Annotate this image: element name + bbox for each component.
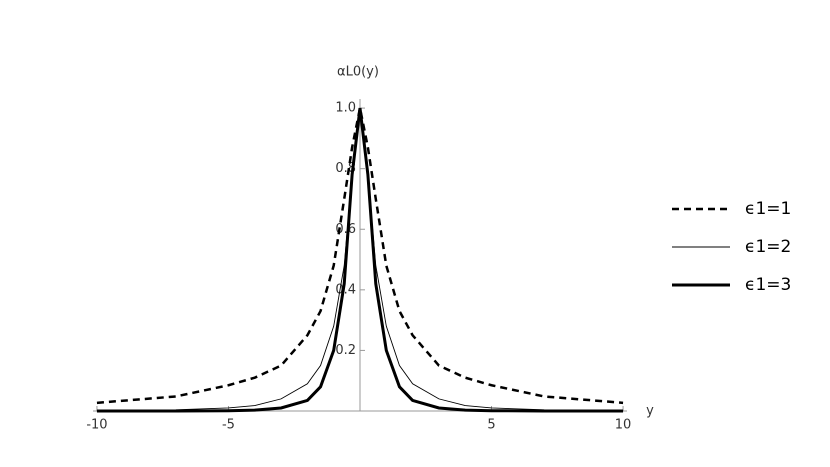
series-line [96,107,624,413]
x-tick-label: 5 [487,418,495,433]
legend-label: ϵ1=2 [745,237,791,257]
legend-label: ϵ1=3 [745,275,791,295]
y-tick-label: 0.2 [335,343,356,358]
x-tick-label: -10 [86,418,107,433]
y-tick-label: 0.4 [335,282,356,297]
x-tick-label: 10 [615,418,632,433]
x-tick-label: -5 [222,418,235,433]
y-tick-label: 0.6 [335,222,356,237]
y-tick-label: 1.0 [335,101,356,116]
series-line [96,107,624,405]
legend-label: ϵ1=1 [745,199,791,219]
y-axis-label: αL0(y) [337,65,379,80]
x-axis-label: y [646,404,654,419]
y-tick-label: 0.8 [335,161,356,176]
